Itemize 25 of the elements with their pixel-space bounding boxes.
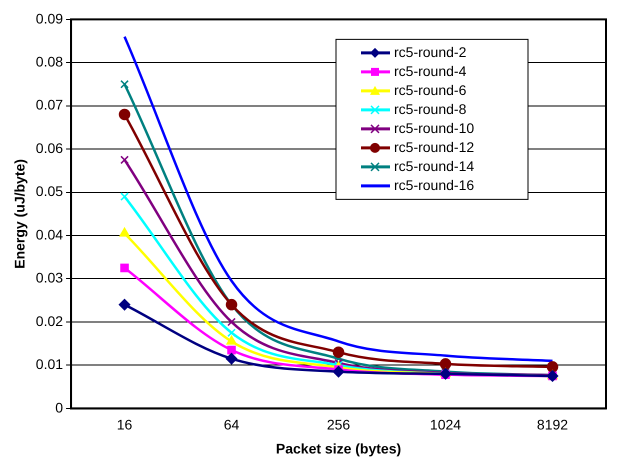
legend-label: rc5-round-16 [394,176,474,193]
legend-label: rc5-round-8 [394,100,467,117]
y-tick-label: 0.07 [36,96,64,113]
legend-label: rc5-round-6 [394,82,467,98]
y-tick-label: 0.05 [36,183,64,200]
y-axis-title: Energy (uJ/byte) [11,159,28,269]
x-tick-label: 8192 [536,416,568,433]
y-tick-label: 0.08 [36,53,64,70]
y-tick-label: 0.03 [36,270,64,286]
legend-label: rc5-round-4 [394,62,467,79]
legend-label: rc5-round-12 [394,138,474,155]
x-tick-label: 64 [224,416,240,433]
x-tick-label: 256 [326,416,350,433]
x-tick-label: 16 [116,416,133,433]
y-tick-label: 0.09 [36,10,64,26]
y-tick-label: 0.01 [36,356,64,372]
legend-label: rc5-round-10 [394,120,474,136]
y-tick-label: 0 [55,399,64,416]
y-tick-label: 0.02 [36,312,64,329]
legend-label: rc5-round-14 [394,158,474,174]
x-tick-label: 1024 [430,416,462,433]
x-axis-title: Packet size (bytes) [276,440,402,456]
y-tick-label: 0.06 [36,140,64,156]
legend-label: rc5-round-2 [394,44,467,60]
y-tick-label: 0.04 [36,226,64,242]
